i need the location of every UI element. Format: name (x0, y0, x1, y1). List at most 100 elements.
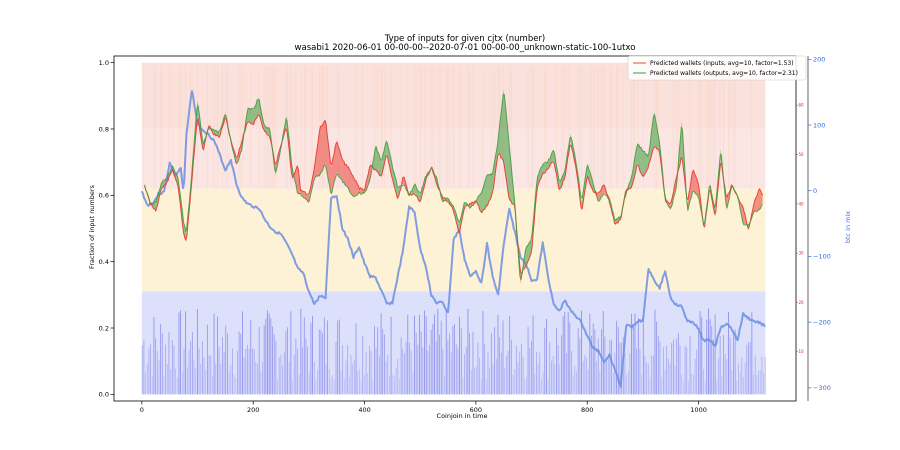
chart-subtitle: wasabi1 2020-06-01 00-00-00--2020-07-01 … (295, 43, 636, 53)
legend: Predicted wallets (inputs, avg=10, facto… (627, 55, 807, 81)
stripe-bar (601, 329, 602, 395)
stripe-bar (609, 340, 611, 395)
stripe-bar (477, 342, 479, 395)
stripe-bar (758, 370, 759, 395)
stripe-bar (392, 375, 394, 395)
stripe-bar (450, 352, 452, 395)
stripe-bar (228, 371, 230, 395)
stripe-bar (589, 65, 591, 189)
stripe-bar (527, 65, 529, 189)
stripe-bar (520, 343, 522, 395)
btc-line (140, 90, 766, 388)
stripe-bar (305, 338, 307, 395)
stripe-bar (156, 351, 158, 395)
stripe-bar (444, 375, 445, 395)
stripe-bar (699, 65, 701, 189)
stripe-bar (160, 65, 161, 189)
stripe-bar (706, 65, 708, 189)
stripe-bar (601, 65, 602, 189)
x-tick-label: 0 (140, 406, 144, 414)
stripe-bar (185, 311, 187, 395)
stripe-bar (181, 372, 183, 395)
stripe-bar (175, 368, 177, 395)
stripe-bar (377, 65, 379, 189)
stripe-bar (597, 65, 599, 189)
stripe-bar (607, 356, 609, 395)
stripe-bar (561, 65, 562, 189)
stripe-bar (195, 368, 197, 395)
stripe-bar (312, 65, 313, 189)
stripe-bar (295, 65, 297, 189)
stripe-bar (647, 363, 649, 395)
stripe-bar (232, 348, 233, 395)
stripe-bar (687, 380, 689, 395)
stripe-bar (338, 319, 340, 395)
stripe-bar (210, 355, 212, 395)
stripe-bar (367, 373, 369, 395)
stripe-bar (390, 65, 392, 189)
stripe-bar (632, 326, 634, 395)
inputs-line (144, 114, 764, 274)
stripe-bar (452, 326, 454, 395)
stripe-bar (467, 308, 469, 395)
stripe-bar (362, 65, 364, 189)
stripe-bar (233, 374, 235, 395)
stripe-bar (353, 359, 355, 395)
stripe-bar (165, 344, 167, 395)
stripe-bar (335, 341, 337, 395)
stripe-bar (594, 65, 596, 189)
stripe-bar (571, 351, 572, 395)
stripe-bar (484, 343, 486, 395)
stripe-bar (494, 65, 495, 189)
stripe-bar (537, 364, 539, 395)
x-tick-label: 400 (358, 406, 370, 414)
stripe-bar (686, 347, 688, 395)
stripe-bar (604, 65, 606, 189)
stripe-bar (205, 369, 207, 395)
stripe-bar (283, 352, 285, 395)
stripe-bar (190, 340, 192, 395)
stripe-bar (190, 65, 191, 189)
stripe-bar (761, 357, 763, 395)
stripe-bar (193, 360, 195, 395)
stripe-bar (380, 65, 382, 189)
stripe-bar (519, 351, 521, 395)
stripe-bar (480, 379, 482, 395)
stripe-bar (173, 345, 175, 395)
stripe-bar (551, 360, 552, 395)
stripe-bar (148, 348, 150, 395)
stripe-bar (510, 339, 512, 395)
stripe-bar (729, 65, 731, 189)
stripe-bar (432, 65, 434, 189)
stripe-bar (572, 374, 574, 395)
stripe-bar (429, 344, 430, 395)
stripe-bar (596, 360, 597, 395)
stripe-bar (240, 333, 242, 395)
stripe-bar (247, 344, 248, 395)
stripe-bar (206, 65, 208, 189)
stripe-bar (400, 337, 402, 395)
stripe-bar (666, 345, 668, 395)
stripe-bar (763, 372, 764, 395)
stripe-bar (709, 65, 711, 189)
stripe-bar (338, 65, 340, 189)
stripe-bar (459, 65, 460, 189)
stripe-bar (330, 378, 332, 395)
stripe-bar (168, 332, 170, 395)
stripe-bar (327, 65, 328, 189)
stripe-bar (218, 346, 220, 395)
stripe-bar (155, 65, 156, 189)
stripe-bar (714, 314, 716, 395)
stripe-bar (664, 369, 666, 395)
y3-tick-label: 60 (799, 103, 805, 108)
y2-axis-label: btc in mix (844, 211, 852, 243)
stripe-bar (225, 325, 227, 395)
stripe-bar (178, 65, 180, 189)
stripe-bar (460, 65, 462, 189)
stripe-bar (642, 316, 644, 395)
stripe-bar (597, 338, 599, 395)
stripe-bar (332, 375, 334, 395)
stripe-bar (216, 65, 218, 189)
stripe-bar (262, 361, 263, 395)
stripe-bar (323, 317, 325, 395)
